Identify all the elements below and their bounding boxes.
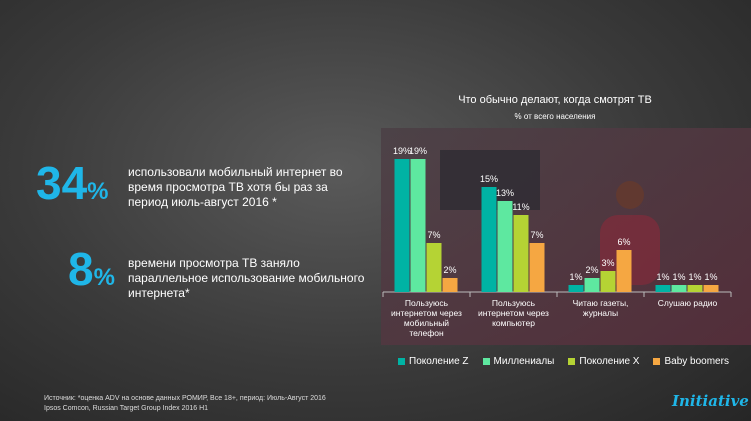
logo: Initiative <box>672 392 749 410</box>
stat-value: 8 <box>68 243 94 295</box>
data-label: 1% <box>704 272 717 282</box>
data-label: 7% <box>427 230 440 240</box>
x-tick-label: Пользуюсь интернетом через компьютер <box>478 298 549 328</box>
bar <box>687 285 703 292</box>
stat-unit: % <box>87 178 109 205</box>
stat-text: использовали мобильный интернет во время… <box>128 165 343 209</box>
legend-label: Миллениалы <box>493 356 555 367</box>
bar <box>529 243 545 292</box>
data-label: 2% <box>443 265 456 275</box>
legend-item: Поколение Z <box>398 356 469 367</box>
bar <box>481 187 497 292</box>
data-label: 15% <box>480 174 498 184</box>
legend-swatch <box>568 358 576 365</box>
legend-swatch <box>398 358 405 365</box>
data-label: 3% <box>601 258 614 268</box>
legend-label: Baby boomers <box>664 356 729 367</box>
bar <box>568 285 584 292</box>
stat-number: 34% <box>36 160 109 215</box>
legend-item: Baby boomers <box>653 356 729 367</box>
stat-value: 34 <box>36 157 88 209</box>
x-tick-label: Читаю газеты, журналы <box>572 298 629 318</box>
data-label: 11% <box>512 202 529 212</box>
data-label: 19% <box>393 146 411 156</box>
bar <box>655 285 671 292</box>
legend: Поколение Z Миллениалы Поколение X Baby boo… <box>398 356 729 367</box>
person-shape <box>616 181 644 209</box>
legend-label: Поколение Z <box>409 356 469 367</box>
chart-title: Что обычно делают, когда смотрят ТВ <box>458 94 652 106</box>
legend-item: Поколение X <box>568 356 639 367</box>
data-label: 6% <box>617 237 630 247</box>
bar <box>442 278 458 292</box>
data-label: 7% <box>530 230 543 240</box>
x-tick-label: Пользуюсь интернетом через мобильный тел… <box>391 298 462 338</box>
bar <box>394 159 410 292</box>
chart-subtitle: % от всего населения <box>514 112 596 121</box>
data-label: 1% <box>688 272 701 282</box>
data-label: 19% <box>409 146 427 156</box>
bar <box>671 285 687 292</box>
legend-item: Миллениалы <box>482 356 555 367</box>
stat-unit: % <box>93 264 115 291</box>
x-tick-label: Слушаю радио <box>657 298 718 308</box>
data-label: 1% <box>656 272 669 282</box>
legend-swatch <box>653 358 661 365</box>
bar <box>426 243 442 292</box>
bar <box>616 250 632 292</box>
data-label: 13% <box>496 188 514 198</box>
bar <box>513 215 529 292</box>
bar <box>497 201 513 292</box>
stat-number: 8% <box>68 246 115 301</box>
footnote: Источник: *оценка ADV на основе данных Р… <box>44 395 326 402</box>
legend-swatch <box>482 358 490 365</box>
bar <box>600 271 616 292</box>
data-label: 2% <box>585 265 598 275</box>
stat-text: времени просмотра ТВ заняло параллельное… <box>128 256 365 300</box>
bar <box>410 159 426 292</box>
footnote: Ipsos Comcon, Russian Target Group Index… <box>44 405 209 412</box>
data-label: 1% <box>569 272 582 282</box>
bar <box>584 278 600 292</box>
legend-label: Поколение X <box>579 356 640 367</box>
bar <box>703 285 719 292</box>
data-label: 1% <box>672 272 685 282</box>
